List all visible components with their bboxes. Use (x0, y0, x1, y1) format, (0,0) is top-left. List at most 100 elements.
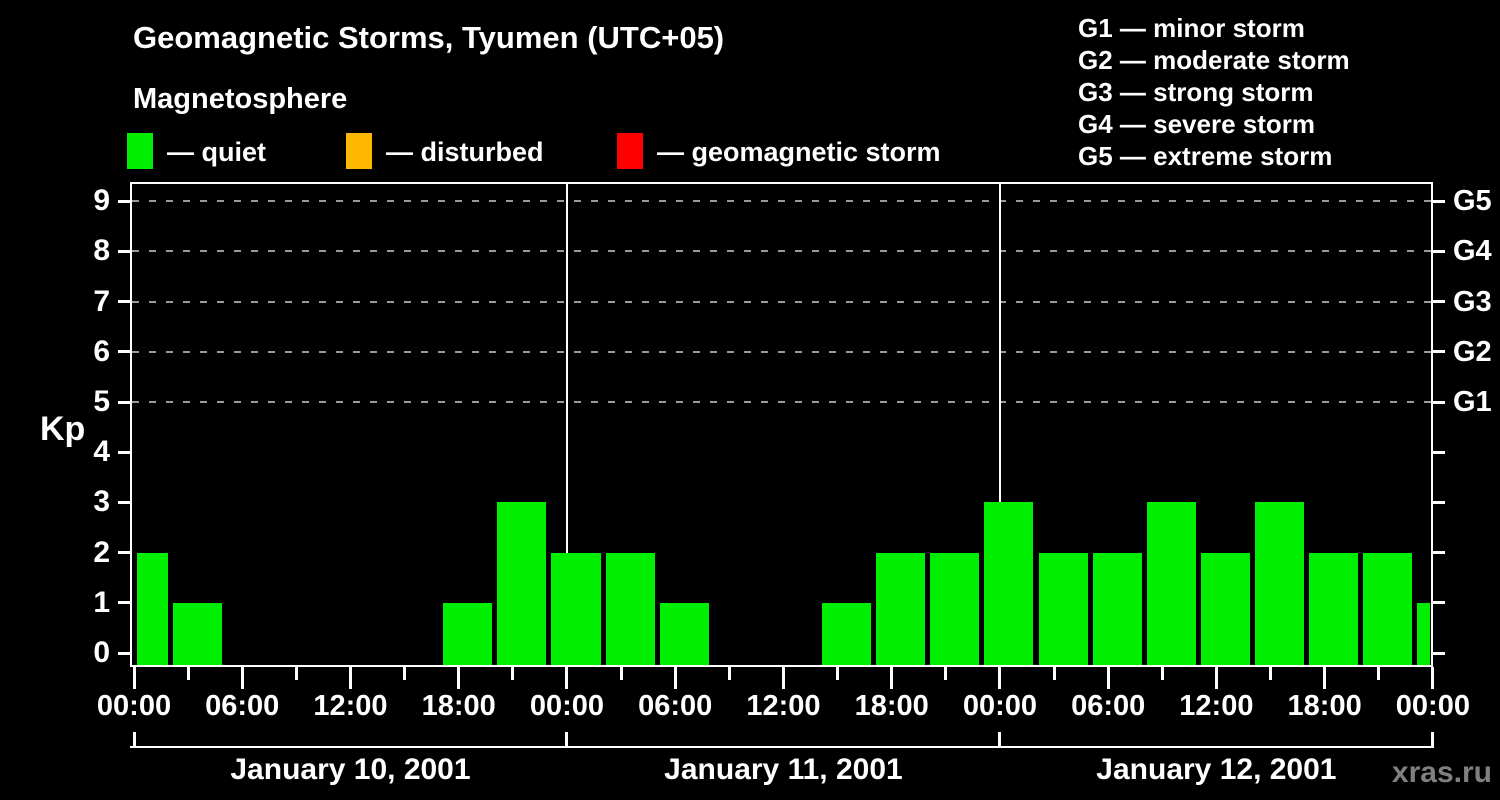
x-axis-tick-major (1323, 667, 1327, 689)
kp-bar (172, 602, 222, 665)
gridline-kp6 (132, 350, 1431, 353)
kp-bar (930, 552, 980, 665)
plot-area (130, 182, 1433, 667)
y-axis-label: 3 (93, 485, 110, 519)
date-label: January 12, 2001 (1096, 753, 1337, 786)
x-axis-tick-major (781, 667, 785, 689)
kp-bar (1254, 502, 1305, 665)
kp-bar (659, 602, 709, 665)
g-level-label: G1 (1453, 386, 1492, 418)
y-axis-label: 7 (93, 284, 110, 318)
y-axis-tick-right (1433, 350, 1445, 354)
date-label: January 10, 2001 (230, 753, 471, 786)
y-axis-label: 5 (93, 385, 110, 418)
y-axis-label: 6 (93, 334, 110, 368)
x-axis-time-label: 00:00 (962, 690, 1037, 722)
x-axis-tick-minor (1052, 667, 1056, 680)
x-axis-tick-minor (186, 667, 190, 680)
y-axis-tick-left (118, 350, 130, 354)
y-axis-tick-left (118, 651, 130, 655)
chart-subtitle: Magnetosphere (133, 83, 348, 115)
g-legend-line: G4 — severe storm (1078, 109, 1316, 139)
g-legend-line: G2 — moderate storm (1078, 45, 1350, 75)
x-axis-tick-minor (619, 667, 623, 680)
kp-bar (497, 502, 547, 665)
y-axis-tick-right (1433, 551, 1445, 555)
x-axis-tick-major (457, 667, 461, 689)
y-axis-label: 4 (93, 435, 110, 469)
x-axis-tick-minor (294, 667, 298, 680)
y-axis-tick-left (118, 601, 130, 605)
watermark: xras.ru (1391, 756, 1492, 789)
kp-bar (1363, 552, 1413, 665)
y-axis-tick-left (118, 400, 130, 404)
x-axis-tick-major (673, 667, 677, 689)
g-legend-line: G1 — minor storm (1078, 13, 1305, 43)
x-axis-time-label: 00:00 (529, 690, 605, 722)
disturbed-legend-label: — disturbed (386, 137, 544, 167)
gridline-kp8 (132, 250, 1431, 253)
kp-bar (1092, 552, 1142, 665)
g-legend-line: G3 — strong storm (1078, 77, 1314, 107)
y-axis-title: Kp (40, 410, 86, 448)
g-level-label: G2 (1453, 335, 1492, 368)
x-axis-tick-minor (511, 667, 515, 680)
y-axis-label: 8 (93, 234, 110, 268)
y-axis-tick-right (1433, 199, 1445, 203)
y-axis-tick-right (1433, 300, 1445, 304)
g-scale-legend: G1 — minor storm G2 — moderate storm G3 — … (1078, 12, 1350, 172)
kp-bar (1200, 552, 1250, 665)
kp-bar (136, 552, 168, 665)
disturbed-color-swatch (346, 133, 372, 169)
x-axis-time-label: 06:00 (638, 690, 713, 722)
kp-bar (1417, 602, 1431, 665)
y-axis-tick-right (1433, 249, 1445, 253)
x-axis-tick-major (1431, 667, 1435, 689)
date-label: January 11, 2001 (664, 753, 903, 786)
kp-bar (551, 552, 601, 665)
y-axis-label: 9 (93, 184, 110, 218)
x-axis-time-label: 18:00 (1287, 690, 1362, 722)
gridline-kp5 (132, 401, 1431, 403)
x-axis-time-label: 00:00 (96, 690, 172, 722)
x-axis-tick-minor (1269, 667, 1273, 680)
x-axis-tick-major (348, 667, 352, 689)
y-axis-label: 0 (93, 636, 110, 669)
y-axis-tick-left (118, 551, 130, 555)
geomagnetic-storm-color-swatch (617, 133, 643, 169)
day-boundary-line (565, 184, 568, 665)
x-axis-tick-minor (836, 667, 840, 680)
day-boundary-line (998, 184, 1001, 665)
kp-bar (876, 552, 926, 665)
x-axis-time-label: 00:00 (1395, 690, 1470, 722)
x-axis-time-label: 18:00 (421, 690, 496, 722)
y-axis-tick-left (118, 450, 130, 454)
x-axis-time-label: 12:00 (313, 690, 388, 722)
y-axis-tick-left (118, 500, 130, 504)
x-axis-tick-minor (944, 667, 948, 680)
kp-bar (822, 602, 872, 665)
date-bracket-tick (565, 732, 569, 748)
y-axis-label: 2 (93, 535, 110, 569)
x-axis-tick-major (998, 667, 1002, 689)
y-axis-tick-right (1433, 450, 1445, 454)
gridline-kp7 (132, 300, 1431, 303)
kp-bar (1038, 552, 1088, 665)
x-axis-tick-major (1214, 667, 1218, 689)
g-level-label: G3 (1453, 285, 1492, 318)
y-axis-tick-left (118, 300, 130, 304)
y-axis-tick-left (118, 249, 130, 253)
y-axis-tick-right (1433, 651, 1445, 655)
quiet-legend-label: — quiet (167, 137, 266, 167)
kp-bar (605, 552, 655, 665)
x-axis-time-label: 18:00 (854, 690, 929, 722)
x-axis-tick-minor (727, 667, 731, 680)
x-axis-tick-major (890, 667, 894, 689)
x-axis-tick-minor (1377, 667, 1381, 680)
kp-bar (443, 602, 493, 665)
kp-bar (1146, 502, 1196, 665)
x-axis-tick-minor (1160, 667, 1164, 680)
date-bracket-line (130, 746, 1434, 748)
x-axis-tick-major (1106, 667, 1110, 689)
